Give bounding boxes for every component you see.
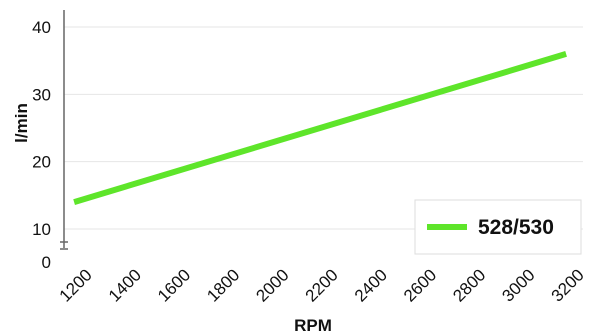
x-tick-label: 1400 xyxy=(105,265,145,305)
y-tick-label: 30 xyxy=(32,85,51,104)
legend-box xyxy=(414,199,582,255)
y-tick-label: 0 xyxy=(42,253,51,272)
legend-label: 528/530 xyxy=(478,216,554,239)
x-tick-labels: 1200 1400 1600 1800 2000 2200 2400 2600 2800 3000… xyxy=(56,265,588,305)
axes xyxy=(60,10,68,250)
x-tick-label: 2400 xyxy=(351,265,391,305)
x-tick-label: 3000 xyxy=(498,265,538,305)
x-tick-label: 2200 xyxy=(302,265,342,305)
legend: 528/530 xyxy=(414,199,582,255)
x-tick-label: 2600 xyxy=(400,265,440,305)
x-tick-label: 2800 xyxy=(449,265,489,305)
y-tick-labels: 0 10 20 30 40 xyxy=(32,18,51,272)
y-tick-label: 20 xyxy=(32,153,51,172)
x-tick-label: 1200 xyxy=(56,265,96,305)
y-tick-label: 10 xyxy=(32,220,51,239)
x-tick-label: 1800 xyxy=(203,265,243,305)
x-tick-label: 1600 xyxy=(154,265,194,305)
series-lines xyxy=(73,51,567,205)
y-axis-title: l/min xyxy=(12,103,31,143)
y-tick-label: 40 xyxy=(32,18,51,37)
series-line-0 xyxy=(73,51,567,205)
x-axis-title: RPM xyxy=(294,316,332,334)
x-tick-label: 3200 xyxy=(548,265,588,305)
x-tick-label: 2000 xyxy=(252,265,292,305)
